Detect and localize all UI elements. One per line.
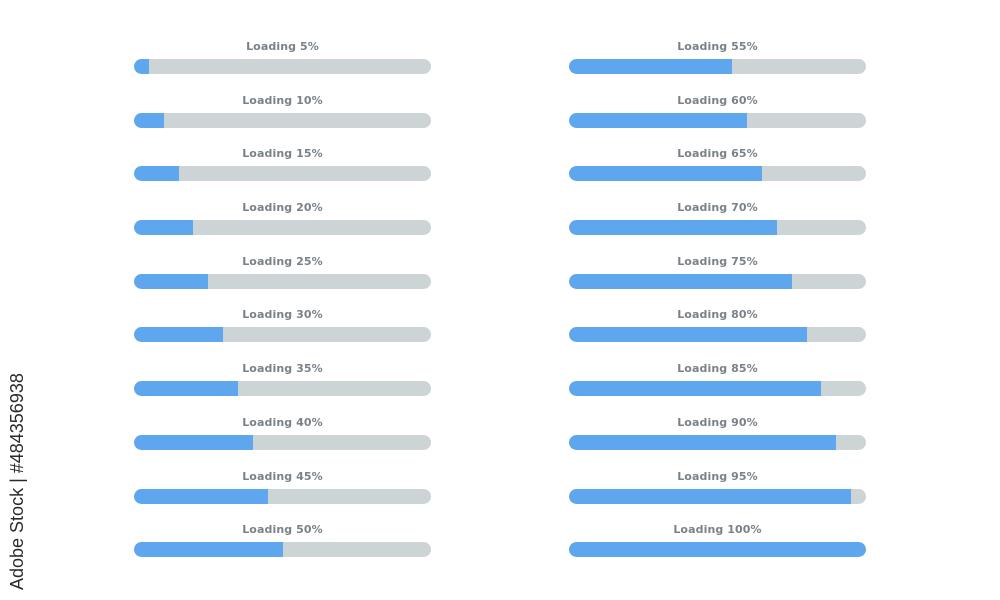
progress-item: Loading 25%: [134, 255, 431, 309]
progress-fill: [134, 112, 164, 128]
progress-label: Loading 15%: [242, 147, 323, 161]
progress-label: Loading 75%: [677, 254, 758, 268]
progress-track: [569, 434, 866, 450]
progress-label: Loading 90%: [677, 415, 758, 429]
progress-fill: [134, 166, 179, 182]
progress-track: [569, 166, 866, 182]
progress-label: Loading 5%: [246, 40, 319, 53]
progress-item: Loading 5%: [134, 40, 431, 94]
progress-item: Loading 95%: [569, 470, 866, 524]
progress-item: Loading 60%: [569, 94, 866, 148]
progress-label: Loading 40%: [242, 415, 323, 429]
progress-label: Loading 55%: [677, 40, 758, 53]
progress-track: [569, 220, 866, 236]
progress-label: Loading 30%: [242, 308, 323, 322]
progress-label: Loading 65%: [677, 147, 758, 161]
progress-item: Loading 15%: [134, 147, 431, 201]
progress-track: [569, 542, 866, 558]
progress-fill: [569, 381, 822, 397]
progress-track: [134, 542, 431, 558]
left-column: Loading 5% Loading 10% Loading 15% Loading …: [134, 40, 431, 577]
progress-fill: [569, 542, 866, 558]
progress-track: [134, 59, 431, 74]
progress-item: Loading 20%: [134, 201, 431, 255]
progress-label: Loading 10%: [242, 93, 323, 107]
right-column: Loading 55% Loading 60% Loading 65% Loading…: [569, 40, 866, 577]
progress-fill: [569, 112, 748, 128]
progress-fill: [134, 488, 268, 504]
progress-track: [134, 434, 431, 450]
progress-fill: [134, 273, 209, 289]
progress-track: [569, 273, 866, 289]
progress-track: [134, 220, 431, 236]
progress-fill: [134, 327, 224, 343]
progress-fill: [134, 434, 253, 450]
progress-track: [569, 327, 866, 343]
progress-fill: [134, 542, 283, 558]
progress-label: Loading 60%: [677, 93, 758, 107]
progress-label: Loading 20%: [242, 201, 323, 215]
progress-item: Loading 40%: [134, 416, 431, 470]
progress-track: [134, 381, 431, 397]
progress-label: Loading 100%: [673, 523, 762, 537]
progress-label: Loading 95%: [677, 469, 758, 483]
progress-track: [134, 273, 431, 289]
progress-label: Loading 25%: [242, 254, 323, 268]
stock-watermark: Adobe Stock | #484356938: [2, 355, 32, 590]
progress-label: Loading 50%: [242, 523, 323, 537]
progress-item: Loading 55%: [569, 40, 866, 94]
progress-fill: [569, 434, 837, 450]
progress-fill: [569, 166, 763, 182]
progress-fill: [569, 59, 733, 74]
progress-fill: [134, 59, 149, 74]
progress-track: [134, 112, 431, 128]
progress-item: Loading 70%: [569, 201, 866, 255]
progress-item: Loading 90%: [569, 416, 866, 470]
progress-track: [134, 488, 431, 504]
progress-item: Loading 80%: [569, 308, 866, 362]
progress-item: Loading 10%: [134, 94, 431, 148]
progress-label: Loading 70%: [677, 201, 758, 215]
progress-track: [134, 327, 431, 343]
progress-item: Loading 75%: [569, 255, 866, 309]
progress-track: [569, 488, 866, 504]
progress-fill: [569, 220, 777, 236]
watermark-text: Adobe Stock | #484356938: [7, 373, 27, 590]
progress-track: [569, 381, 866, 397]
progress-item: Loading 35%: [134, 362, 431, 416]
progress-fill: [569, 488, 852, 504]
progress-item: Loading 45%: [134, 470, 431, 524]
progress-item: Loading 100%: [569, 523, 866, 577]
progress-label: Loading 45%: [242, 469, 323, 483]
progress-item: Loading 50%: [134, 523, 431, 577]
progress-label: Loading 80%: [677, 308, 758, 322]
progress-item: Loading 85%: [569, 362, 866, 416]
progress-label: Loading 35%: [242, 362, 323, 376]
progress-fill: [134, 381, 238, 397]
progress-label: Loading 85%: [677, 362, 758, 376]
progress-fill: [569, 273, 792, 289]
progress-item: Loading 30%: [134, 308, 431, 362]
progress-track: [134, 166, 431, 182]
progress-track: [569, 59, 866, 74]
progress-fill: [134, 220, 194, 236]
progress-track: [569, 112, 866, 128]
progress-fill: [569, 327, 807, 343]
progress-item: Loading 65%: [569, 147, 866, 201]
